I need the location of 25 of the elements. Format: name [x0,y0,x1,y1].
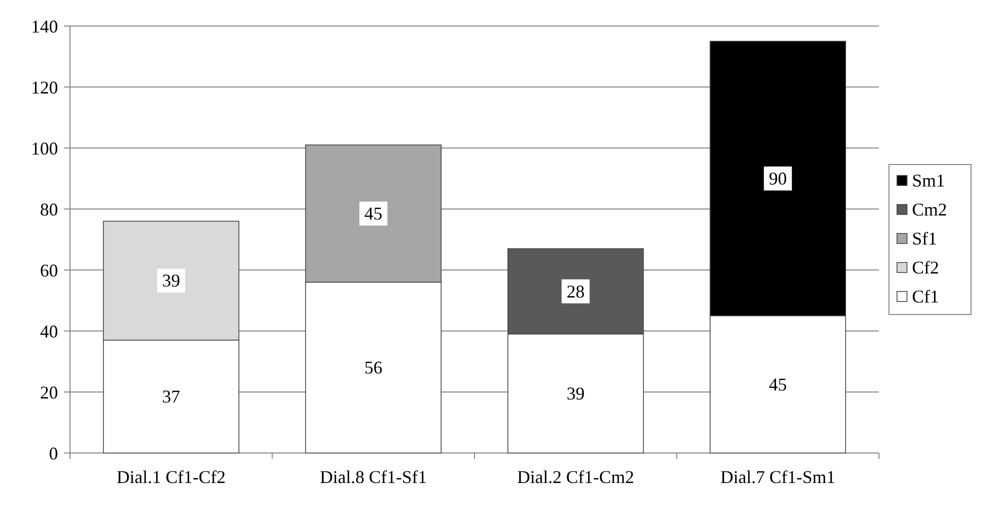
y-tick-label: 120 [31,77,58,98]
legend-label: Cf2 [912,258,939,278]
data-label: 45 [364,204,382,224]
x-tick-label: Dial.8 Cf1-Sf1 [320,467,427,487]
legend-label: Cf1 [912,286,939,306]
y-tick-label: 60 [40,260,58,280]
x-tick-label: Dial.7 Cf1-Sm1 [720,467,836,487]
legend-label: Sm1 [912,170,946,190]
y-tick-label: 100 [31,138,58,158]
data-label: 90 [768,168,787,188]
y-tick-label: 40 [40,321,58,342]
y-tick-label: 20 [40,382,58,402]
legend-label: Cm2 [912,200,948,220]
y-tick-label: 0 [49,443,58,464]
data-label: 37 [162,386,180,407]
legend-label: Sf1 [912,228,938,248]
y-tick-label: 140 [31,16,58,36]
data-label: 39 [162,270,180,291]
x-tick-label: Dial.2 Cf1-Cm2 [517,467,634,487]
data-label: 39 [566,384,585,404]
data-label: 56 [364,358,382,378]
x-tick-label: Dial.1 Cf1-Cf2 [116,467,226,487]
data-label: 28 [566,281,585,302]
y-tick-label: 80 [40,199,58,220]
data-label: 45 [768,374,787,394]
